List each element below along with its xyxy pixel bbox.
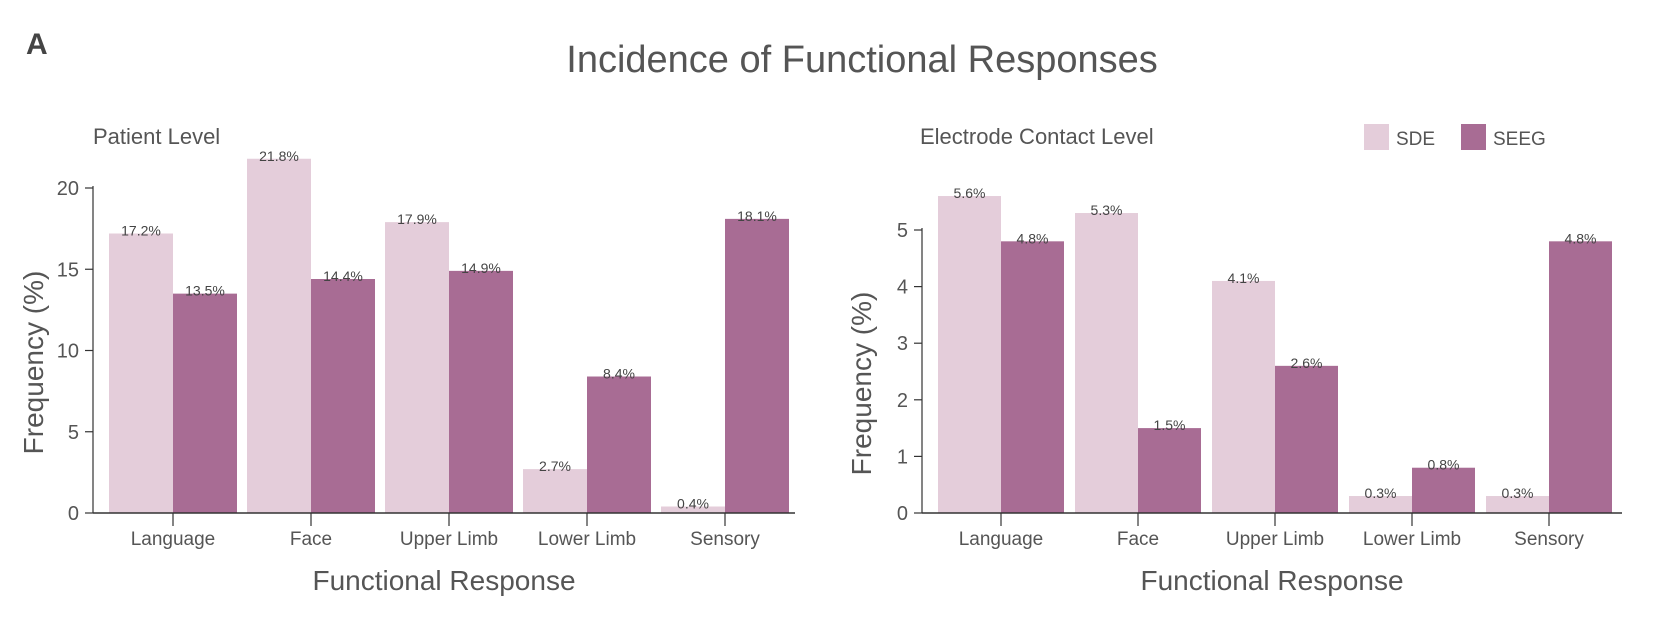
chart-electrode-contact-level: Electrode Contact Level 5.6% 4.8% Language 5… [846,124,1622,596]
chart-subtitle: Patient Level [93,124,220,149]
y-tick-label: 15 [57,259,79,281]
bar-seeg [1549,241,1612,513]
x-tick-label: Sensory [1514,529,1584,550]
data-label: 2.6% [1291,355,1323,371]
legend-swatch-sde [1364,124,1389,150]
data-label: 0.3% [1365,485,1397,501]
x-tick-label: Sensory [690,529,760,550]
legend-label-seeg: SEEG [1493,129,1546,150]
data-label: 8.4% [603,366,635,382]
x-tick-label: Upper Limb [1226,529,1324,550]
x-tick-label: Language [131,529,216,550]
data-label: 17.9% [397,211,437,227]
y-tick-label: 20 [57,178,79,200]
bar-seeg [725,218,789,513]
bar-sde [1075,213,1138,513]
bar-seeg [1001,241,1064,513]
data-label: 0.3% [1502,485,1534,501]
bar-sde [661,506,725,513]
panel-label: A [26,28,48,61]
bar-seeg [311,279,375,513]
chart-subtitle: Electrode Contact Level [920,124,1154,149]
bar-seeg [587,376,651,513]
y-tick-label: 3 [897,333,908,355]
bar-sde [247,158,311,513]
figure-title: Incidence of Functional Responses [566,39,1157,81]
y-tick-label: 1 [897,446,908,468]
bar-seeg [1275,365,1338,513]
y-tick-label: 0 [897,503,908,525]
x-tick-label: Language [959,529,1044,550]
bar-sde [109,233,173,513]
data-label: 5.6% [954,185,986,201]
data-label: 4.8% [1565,230,1597,246]
x-tick-label: Face [1117,529,1159,550]
data-label: 1.5% [1154,417,1186,433]
bar-sde [1349,496,1412,513]
data-label: 13.5% [185,283,225,299]
data-label: 2.7% [539,458,571,474]
bar-seeg [173,293,237,513]
y-tick-label: 4 [897,277,908,299]
y-tick-label: 10 [57,341,79,363]
bar-seeg [449,270,513,513]
data-label: 4.8% [1017,230,1049,246]
data-label: 4.1% [1228,270,1260,286]
x-tick-label: Lower Limb [1363,529,1461,550]
data-label: 21.8% [259,148,299,164]
bar-seeg [1138,428,1201,513]
data-label: 14.4% [323,268,363,284]
legend-swatch-seeg [1461,124,1486,150]
x-axis-title: Functional Response [1140,565,1403,596]
x-tick-label: Face [290,529,332,550]
y-tick-label: 5 [897,220,908,242]
chart-patient-level: Patient Level 17.2% 13.5% Language 21.8% 14.4… [18,124,795,596]
bar-seeg [1412,467,1475,513]
y-axis-title: Frequency (%) [846,292,877,476]
data-label: 17.2% [121,223,161,239]
data-label: 14.9% [461,260,501,276]
bar-sde [523,469,587,513]
bar-sde [385,222,449,513]
bar-sde [1212,280,1275,513]
legend-label-sde: SDE [1396,129,1435,150]
x-axis-title: Functional Response [312,565,575,596]
legend: SDE SEEG [1364,124,1546,150]
bar-sde [1486,496,1549,513]
x-tick-label: Lower Limb [538,529,636,550]
y-tick-label: 2 [897,390,908,412]
y-axis-title: Frequency (%) [18,271,49,455]
data-label: 5.3% [1091,202,1123,218]
x-tick-label: Upper Limb [400,529,498,550]
y-tick-label: 0 [68,503,79,525]
data-label: 18.1% [737,208,777,224]
data-label: 0.8% [1428,457,1460,473]
data-label: 0.4% [677,496,709,512]
y-tick-label: 5 [68,422,79,444]
bar-sde [938,196,1001,514]
